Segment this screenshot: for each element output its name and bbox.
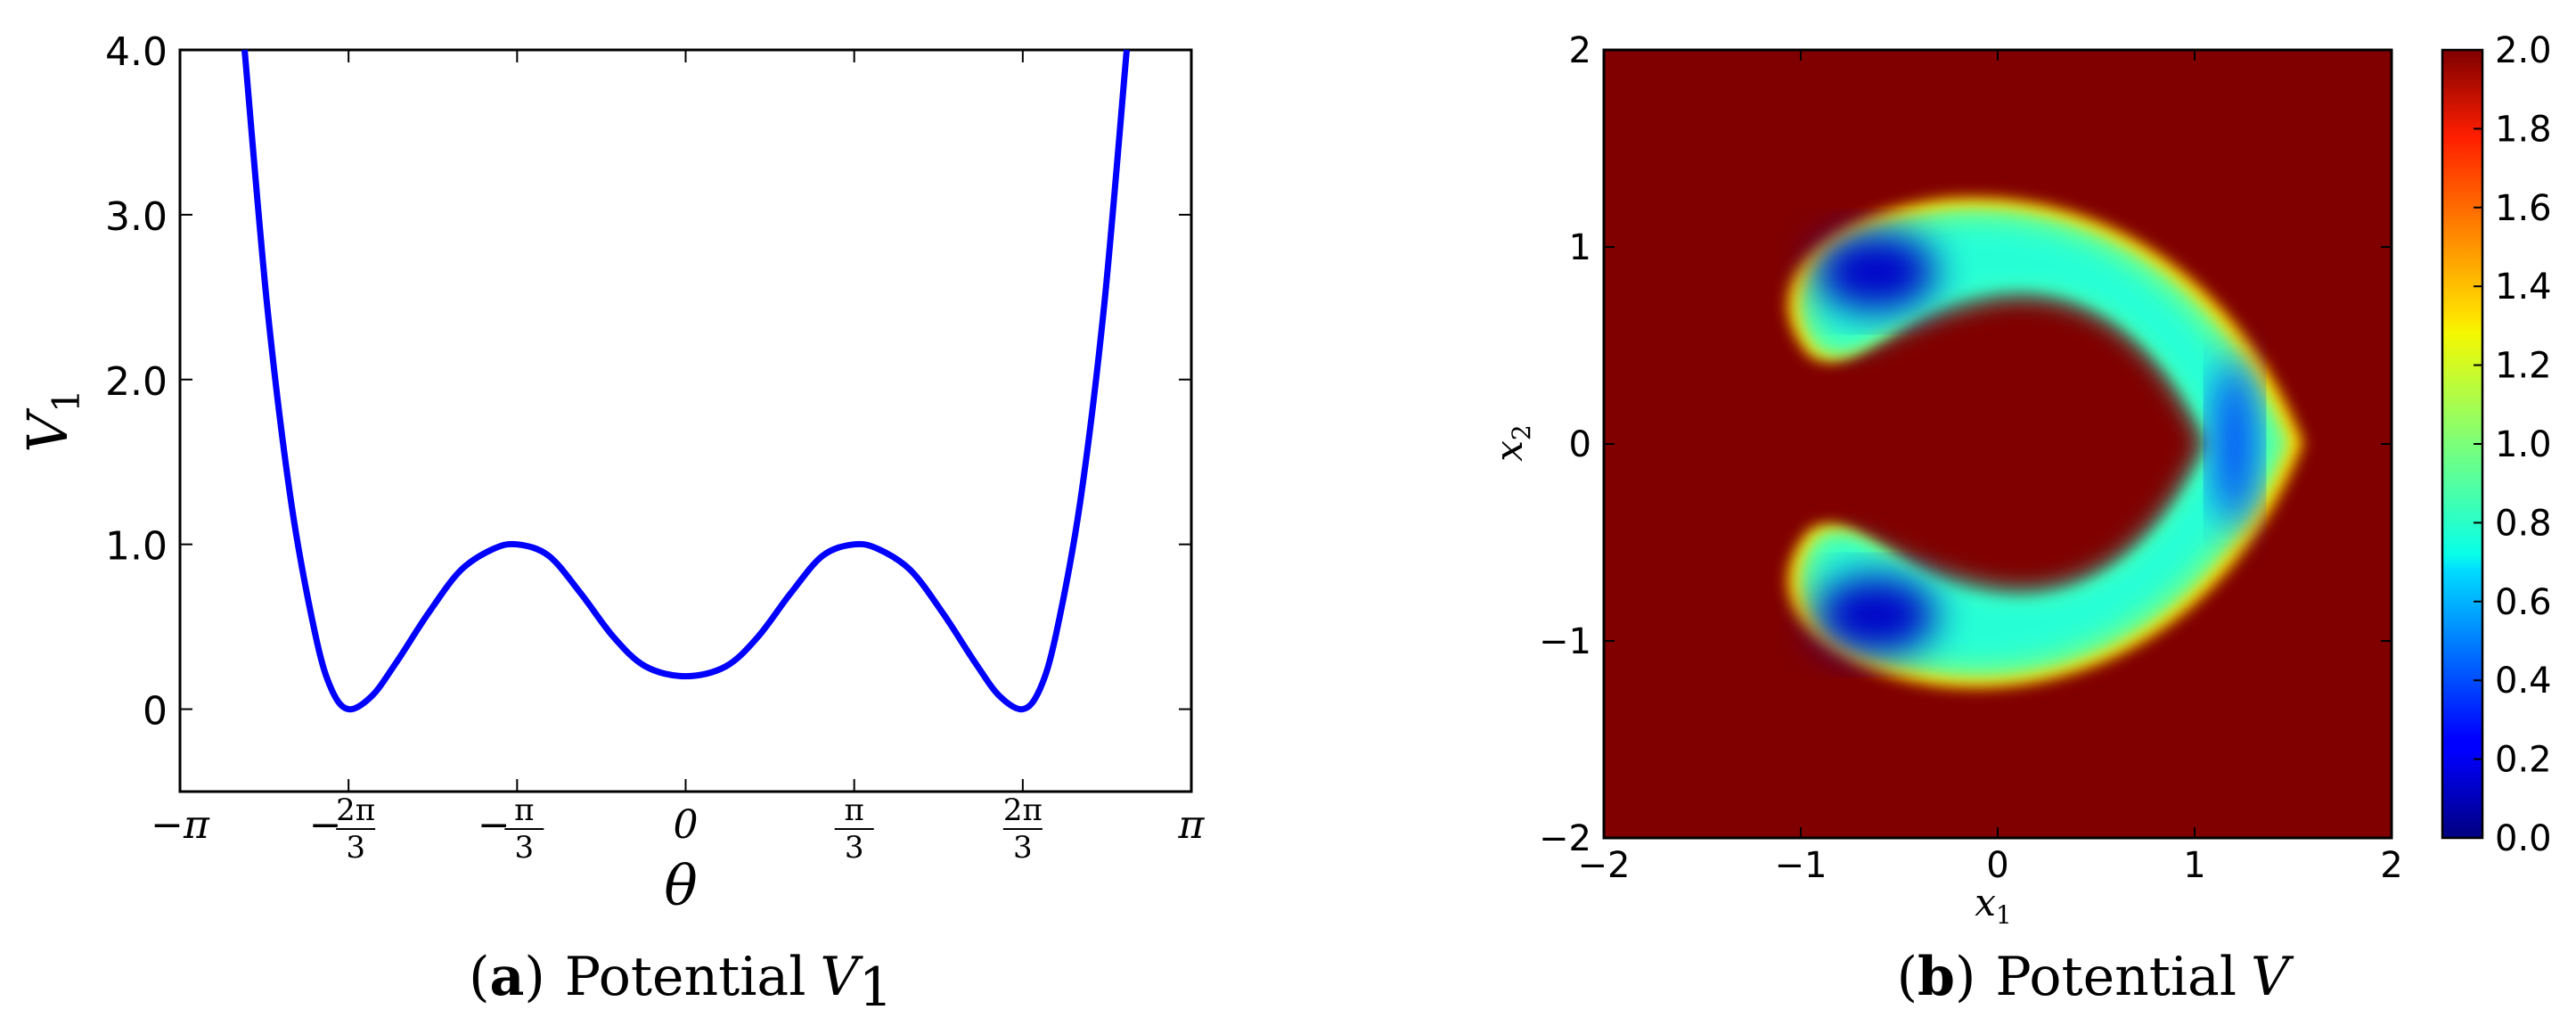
x-tick-numerator: π (514, 792, 534, 828)
plot-a-ticks (179, 49, 1192, 792)
heatmap-minimum-lower (1815, 576, 1936, 654)
y-tick-label: −2 (1539, 818, 1591, 859)
plot-b-xlabel-symbol: x (1975, 881, 1996, 924)
caption-a-symbol: V (820, 946, 863, 1008)
y-tick-label: 2 (1569, 30, 1591, 71)
plot-b-x-tick-labels: −2 −1 0 1 2 (1578, 845, 2403, 886)
plot-a-xlabel: θ (664, 853, 697, 918)
x-tick-label: −1 (1775, 845, 1828, 886)
caption-b-symbol: V (2251, 946, 2294, 1008)
colorbar-tick-label: 0.4 (2495, 661, 2552, 702)
plot-b-xlabel: x1 (1975, 881, 2012, 930)
heatmap-minimum-upper (1815, 233, 1936, 311)
colorbar-ticks: 0.0 0.2 0.4 0.6 0.8 1.0 1.2 1.4 1.6 1.8 2.0 (2474, 30, 2552, 859)
x-tick-label: 1 (2183, 845, 2205, 886)
x-tick-denominator: 3 (346, 830, 365, 866)
y-tick-label: −1 (1539, 621, 1591, 662)
plot-b-ylabel-sub: 2 (1507, 424, 1536, 440)
caption-b-label: b (1918, 946, 1955, 1008)
y-tick-label: 0 (1569, 424, 1591, 465)
plot-a-ylabel: V1 (15, 389, 88, 453)
colorbar-tick-label: 0.6 (2495, 582, 2552, 623)
x-tick-sign: − (478, 802, 511, 848)
plot-a-frame (178, 48, 1193, 793)
caption-a-sub: 1 (859, 956, 893, 1018)
x-tick-numerator: 2π (1003, 792, 1043, 828)
colorbar-tick-label: 1.4 (2495, 267, 2552, 308)
svg-text:V1: V1 (15, 389, 88, 453)
y-tick-label: 4.0 (105, 29, 168, 75)
x-tick-denominator: 3 (845, 830, 864, 866)
plot-b-y-tick-labels: −2 −1 0 1 2 (1539, 30, 1591, 859)
y-tick-label: 0 (143, 689, 168, 735)
caption-b-text: Potential (1995, 946, 2237, 1008)
plot-b-ticks (1603, 49, 2392, 839)
svg-text:x2: x2 (1487, 424, 1536, 462)
heatmap-image (1604, 50, 2392, 838)
plot-a-y-tick-labels: 0 1.0 2.0 3.0 4.0 (105, 29, 168, 735)
colorbar-tick-label: 0.0 (2495, 818, 2552, 859)
x-tick-denominator: 3 (1013, 830, 1033, 866)
series-v1-line (241, 49, 1130, 713)
colorbar-tick-label: 1.0 (2495, 424, 2552, 465)
caption-a-text: Potential (565, 946, 806, 1008)
x-tick-label: −π (151, 802, 210, 848)
x-tick-label: 2 (2380, 845, 2402, 886)
y-tick-label: 3.0 (105, 194, 168, 240)
heatmap-valley-inner (1811, 219, 2274, 666)
plot-b-ylabel: x2 (1487, 424, 1536, 462)
x-tick-label-fraction: π3 (834, 792, 874, 866)
heatmap-minimum-right (2215, 358, 2254, 528)
caption-a: (a) Potential V1 (469, 946, 893, 1018)
x-tick-numerator: π (844, 792, 863, 828)
colorbar-tick-label: 1.2 (2495, 346, 2552, 387)
x-tick-denominator: 3 (515, 830, 535, 866)
colorbar-tick-label: 2.0 (2495, 30, 2552, 71)
x-tick-sign: − (309, 802, 342, 848)
x-tick-label-fraction: −2π3 (309, 792, 376, 866)
caption-b: (b) Potential V (1897, 946, 2294, 1008)
colorbar-tick-label: 1.6 (2495, 188, 2552, 229)
colorbar-tick-label: 0.2 (2495, 740, 2552, 781)
plot-a-ylabel-symbol: V (15, 407, 80, 453)
y-tick-label: 2.0 (105, 359, 168, 405)
x-tick-label-fraction: − π3 (478, 792, 544, 866)
y-tick-label: 1.0 (105, 524, 168, 570)
plot-b-ylabel-symbol: x (1487, 440, 1531, 462)
x-tick-label-fraction: 2π3 (1002, 792, 1043, 866)
x-tick-label: −2 (1578, 845, 1631, 886)
y-tick-label: 1 (1569, 227, 1591, 268)
plot-b-xlabel-sub: 1 (1996, 900, 2012, 930)
x-tick-numerator: 2π (336, 792, 375, 828)
plot-a-ylabel-sub: 1 (45, 389, 88, 413)
x-tick-label: 0 (1986, 845, 2008, 886)
colorbar-tick-label: 0.8 (2495, 503, 2552, 544)
x-tick-label: π (1178, 802, 1206, 848)
caption-a-label: a (489, 946, 524, 1008)
x-tick-label: 0 (674, 802, 699, 848)
colorbar-tick-label: 1.8 (2495, 109, 2552, 150)
